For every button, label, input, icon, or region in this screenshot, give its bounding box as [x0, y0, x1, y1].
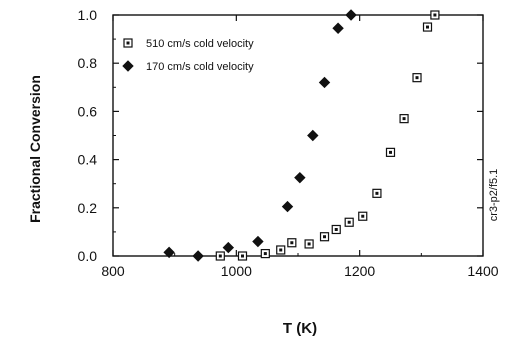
legend-marker [122, 60, 134, 72]
data-point [331, 224, 341, 235]
x-tick-label: 1000 [221, 263, 252, 279]
data-point [332, 22, 344, 34]
data-point [260, 248, 270, 259]
legend-label: 510 cm/s cold velocity [146, 38, 254, 50]
legend: 510 cm/s cold velocity 170 cm/s cold velo… [122, 38, 254, 73]
y-tick-label: 0.6 [78, 103, 98, 119]
legend-label: 170 cm/s cold velocity [146, 61, 254, 73]
data-point [163, 246, 175, 259]
data-point [237, 251, 248, 261]
data-point [281, 200, 294, 213]
data-point [287, 238, 297, 248]
data-point [307, 129, 319, 142]
x-tick-label: 800 [101, 263, 125, 279]
y-tick-label: 0.4 [78, 152, 98, 168]
y-tick-label: 0.2 [78, 200, 98, 216]
data-point [430, 10, 440, 20]
y-tick-label: 0.0 [78, 248, 98, 264]
ticks: 800 1000 1200 1400 0.0 0.2 0.4 0.6 0.8 1.0 [78, 7, 499, 279]
data-point [304, 239, 314, 249]
x-axis-label: T (K) [283, 320, 317, 337]
data-point [318, 76, 331, 89]
data-point [372, 188, 382, 198]
data-point [358, 211, 368, 221]
data-point [294, 171, 306, 184]
data-point [422, 22, 433, 32]
figure-id-label: cr3-p2/f5.1 [488, 169, 500, 222]
axes [112, 14, 484, 257]
data-point [319, 232, 330, 242]
data-point [399, 114, 409, 124]
data-point [385, 147, 396, 157]
y-tick-label: 0.8 [78, 55, 98, 71]
data-point [215, 251, 225, 261]
x-tick-label: 1200 [344, 263, 375, 279]
data-point [345, 9, 357, 21]
data-point [192, 250, 204, 262]
data-point [252, 235, 264, 248]
x-tick-label: 1400 [467, 263, 498, 279]
plot-frame [112, 14, 484, 257]
y-tick-label: 1.0 [78, 7, 98, 23]
data-point [412, 73, 422, 83]
data-point [276, 245, 286, 255]
legend-marker [123, 38, 133, 48]
series-0 [215, 10, 440, 261]
series-1 [163, 9, 357, 262]
data-point [222, 241, 235, 254]
data-point [344, 217, 354, 227]
data-marks [163, 9, 440, 262]
y-axis-label: Fractional Conversion [27, 75, 43, 223]
